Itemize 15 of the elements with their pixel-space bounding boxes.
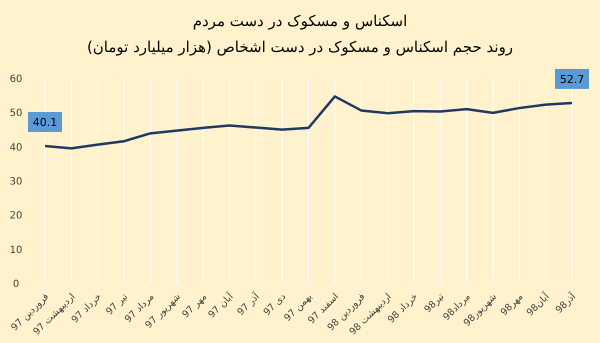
x-tick-label: آبان98 [524, 290, 552, 318]
y-tick-label: 30 [10, 176, 22, 188]
data-label: 52.7 [560, 72, 584, 86]
y-tick-label: 0 [12, 279, 20, 290]
y-tick-label: 10 [10, 244, 22, 256]
y-tick-label: 20 [10, 210, 22, 222]
x-tick-label: آذر98 [552, 290, 578, 316]
y-tick-label: 40 [10, 142, 22, 154]
y-tick-label: 50 [10, 108, 22, 120]
chart-subtitle: روند حجم اسکناس و مسکوک در دست اشخاص (هزار میلیارد تومان) [86, 38, 514, 56]
chart-title: اسکناس و مسکوک در دست مردم [192, 12, 408, 30]
data-label: 40.1 [32, 116, 58, 129]
x-tick-label: آذر 97 [234, 290, 262, 318]
y-tick-label: 60 [10, 74, 22, 85]
x-tick-label: مهر98 [498, 291, 526, 318]
